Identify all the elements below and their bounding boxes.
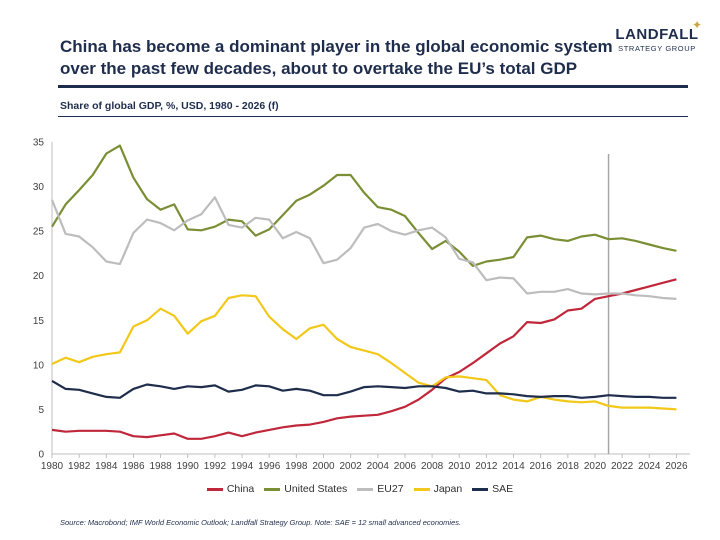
legend-label: SAE (492, 483, 514, 495)
x-tick-label: 2016 (530, 461, 553, 472)
x-tick-label: 1992 (204, 461, 227, 472)
x-tick-label: 2008 (421, 461, 444, 472)
y-tick-label: 20 (33, 271, 45, 282)
x-tick-label: 2006 (394, 461, 417, 472)
x-tick-label: 1990 (177, 461, 200, 472)
legend-item-eu27: EU27 (357, 483, 404, 495)
logo-subtitle: STRATEGY GROUP (618, 44, 696, 53)
series-line-sae (51, 379, 677, 399)
y-tick-label: 0 (38, 450, 44, 461)
series-line-china (51, 278, 677, 440)
subtitle-divider (58, 116, 688, 117)
legend-item-japan: Japan (413, 483, 463, 495)
legend-item-united-states: United States (264, 483, 347, 495)
x-tick-label: 2004 (367, 461, 390, 472)
x-tick-label: 2012 (475, 461, 498, 472)
x-tick-label: 1998 (285, 461, 308, 472)
y-tick-label: 5 (38, 405, 44, 416)
header-divider (58, 85, 688, 88)
x-tick-label: 2000 (312, 461, 335, 472)
x-tick-label: 2020 (584, 461, 607, 472)
legend-swatch (472, 487, 489, 491)
y-tick-label: 15 (33, 316, 45, 327)
x-tick-label: 1984 (95, 461, 118, 472)
legend-label: United States (284, 483, 348, 495)
legend-swatch (264, 487, 281, 491)
x-tick-label: 2010 (448, 461, 471, 472)
star-icon: ✦ (692, 18, 703, 32)
x-tick-label: 2014 (502, 461, 525, 472)
y-tick-label: 30 (33, 182, 45, 193)
landfall-logo: ✦ LANDFALL STRATEGY GROUP (612, 18, 702, 53)
legend-item-china: China (206, 483, 255, 495)
legend-swatch (357, 487, 374, 491)
legend-label: Japan (433, 483, 463, 495)
source-note: Source: Macrobond; IMF World Economic Ou… (60, 518, 462, 527)
y-tick-label: 35 (33, 138, 45, 149)
x-tick-label: 2024 (638, 461, 661, 472)
logo-name: LANDFALL (615, 26, 699, 43)
x-tick-label: 2022 (611, 461, 634, 472)
x-tick-label: 1988 (149, 461, 172, 472)
chart-title: China has become a dominant player in th… (60, 37, 613, 78)
chart-subtitle: Share of global GDP, %, USD, 1980 - 2026… (60, 100, 279, 112)
x-tick-label: 2018 (557, 461, 580, 472)
legend-label: EU27 (377, 483, 404, 495)
x-tick-label: 1982 (68, 461, 91, 472)
series-line-japan (51, 294, 677, 411)
legend-label: China (226, 483, 255, 495)
chart-legend: China United States EU27 Japan SAE (0, 483, 720, 495)
x-tick-label: 2026 (665, 461, 688, 472)
legend-swatch (413, 487, 430, 491)
legend-swatch (206, 487, 223, 491)
y-tick-label: 10 (33, 360, 45, 371)
x-tick-label: 1980 (41, 461, 64, 472)
x-tick-label: 1986 (122, 461, 145, 472)
series-line-eu27 (50, 196, 677, 300)
x-tick-label: 1996 (258, 461, 281, 472)
series-line-united-states (51, 144, 677, 267)
legend-item-sae: SAE (472, 483, 513, 495)
y-tick-label: 25 (33, 227, 45, 238)
x-tick-label: 1994 (231, 461, 254, 472)
x-tick-label: 2002 (340, 461, 363, 472)
